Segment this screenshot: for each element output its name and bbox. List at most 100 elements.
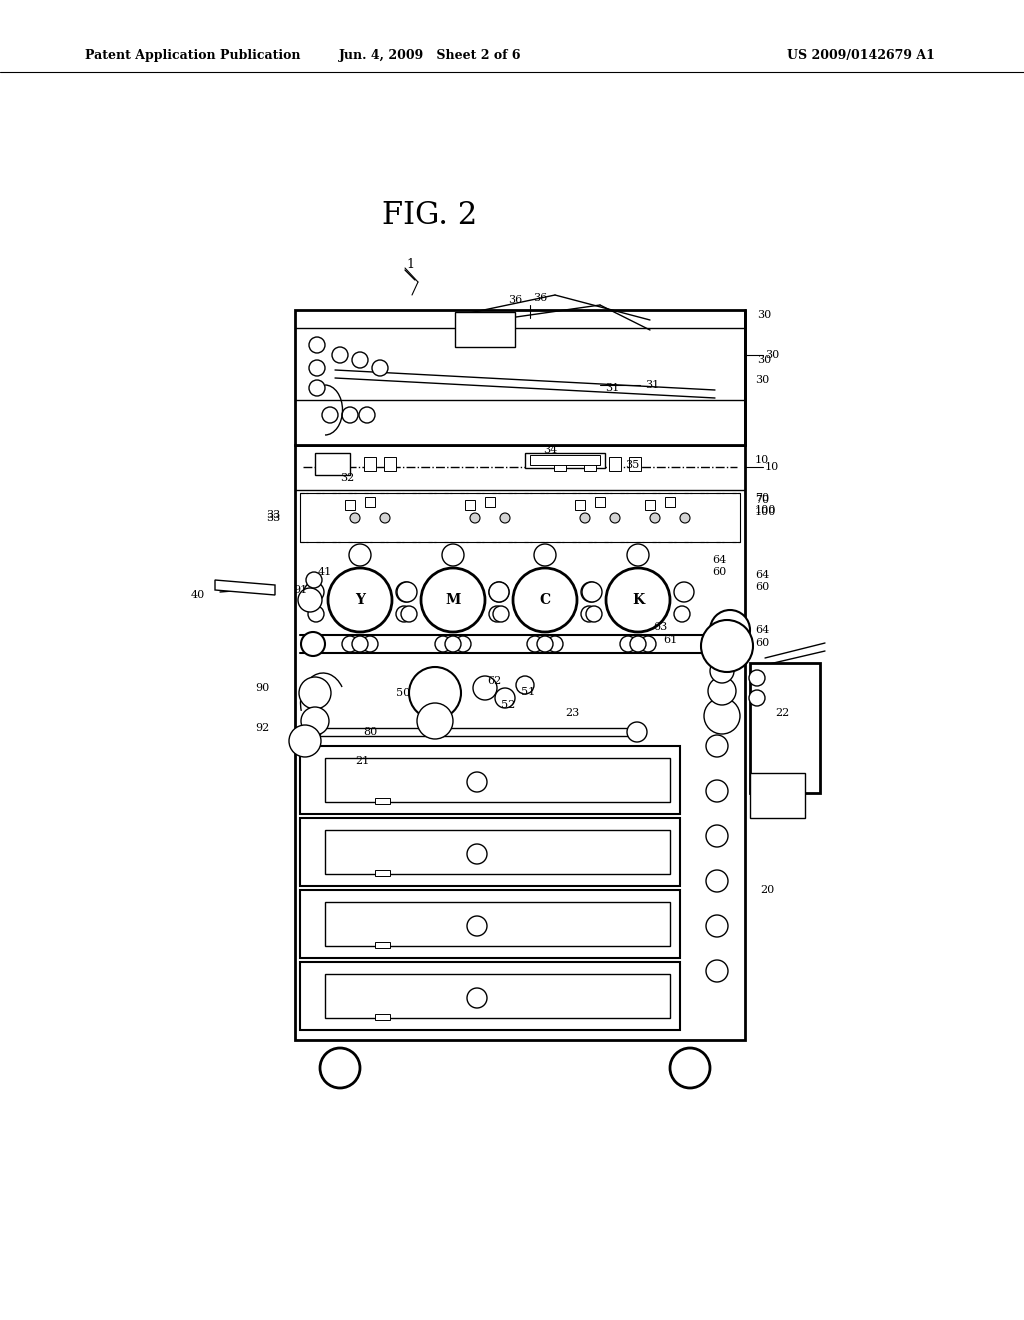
Circle shape	[322, 407, 338, 422]
Circle shape	[359, 407, 375, 422]
Text: 70: 70	[755, 495, 769, 506]
Text: 80: 80	[362, 727, 377, 737]
Circle shape	[701, 620, 753, 672]
Circle shape	[470, 513, 480, 523]
Circle shape	[349, 544, 371, 566]
Text: 1: 1	[406, 259, 414, 272]
Bar	[364, 457, 376, 471]
Text: Patent Application Publication: Patent Application Publication	[85, 49, 300, 62]
Circle shape	[627, 544, 649, 566]
Circle shape	[606, 568, 670, 632]
Bar	[345, 500, 355, 510]
Text: 91: 91	[294, 585, 308, 595]
Circle shape	[670, 1048, 710, 1088]
Bar	[525, 453, 605, 469]
Text: 50: 50	[395, 688, 410, 698]
Circle shape	[534, 544, 556, 566]
Bar	[325, 758, 670, 803]
Text: 30: 30	[757, 310, 771, 319]
Circle shape	[640, 636, 656, 652]
Circle shape	[710, 610, 750, 649]
Bar	[325, 974, 670, 1018]
Bar	[609, 457, 621, 471]
Text: 36: 36	[508, 294, 522, 305]
Text: 60: 60	[712, 568, 726, 577]
Circle shape	[442, 544, 464, 566]
Bar	[485, 498, 495, 507]
Text: Jun. 4, 2009   Sheet 2 of 6: Jun. 4, 2009 Sheet 2 of 6	[339, 49, 521, 62]
Circle shape	[309, 360, 325, 376]
Bar	[665, 498, 675, 507]
Bar	[300, 746, 680, 814]
Circle shape	[299, 677, 331, 709]
Circle shape	[298, 587, 322, 612]
Circle shape	[362, 636, 378, 652]
Circle shape	[706, 735, 728, 756]
Circle shape	[537, 636, 553, 652]
Circle shape	[513, 568, 577, 632]
Circle shape	[749, 671, 765, 686]
Circle shape	[706, 960, 728, 982]
Circle shape	[489, 606, 505, 622]
Text: 60: 60	[755, 638, 769, 648]
Text: 10: 10	[765, 462, 779, 473]
Circle shape	[328, 568, 392, 632]
Text: 70: 70	[755, 492, 769, 503]
Bar	[750, 663, 820, 793]
Circle shape	[455, 636, 471, 652]
Circle shape	[304, 582, 324, 602]
Text: 92: 92	[256, 723, 270, 733]
Circle shape	[301, 708, 329, 735]
Bar	[295, 445, 745, 1040]
Text: 35: 35	[625, 459, 639, 470]
Circle shape	[352, 352, 368, 368]
Bar	[300, 492, 740, 543]
Text: US 2009/0142679 A1: US 2009/0142679 A1	[787, 49, 935, 62]
Circle shape	[372, 360, 388, 376]
Bar	[750, 774, 805, 818]
Circle shape	[352, 636, 368, 652]
Text: 51: 51	[521, 686, 536, 697]
Text: 30: 30	[765, 350, 779, 360]
Text: 31: 31	[645, 380, 659, 389]
Circle shape	[401, 606, 417, 622]
Circle shape	[627, 722, 647, 742]
Circle shape	[674, 606, 690, 622]
Circle shape	[397, 582, 417, 602]
Bar	[315, 453, 350, 475]
Circle shape	[547, 636, 563, 652]
Circle shape	[709, 626, 745, 663]
Circle shape	[489, 582, 509, 602]
Circle shape	[710, 659, 734, 682]
Circle shape	[289, 725, 321, 756]
Circle shape	[749, 690, 765, 706]
Bar	[300, 890, 680, 958]
Circle shape	[445, 636, 461, 652]
Circle shape	[706, 870, 728, 892]
Bar	[300, 818, 680, 886]
Text: 21: 21	[355, 756, 370, 766]
Text: 62: 62	[487, 676, 502, 686]
Text: 63: 63	[653, 622, 668, 632]
Circle shape	[342, 407, 358, 422]
Polygon shape	[215, 579, 275, 595]
Bar	[384, 457, 396, 471]
Text: 100: 100	[755, 506, 776, 515]
Circle shape	[581, 582, 601, 602]
Circle shape	[650, 513, 660, 523]
Circle shape	[500, 513, 510, 523]
Text: 61: 61	[663, 635, 677, 645]
Circle shape	[467, 843, 487, 865]
Bar	[375, 870, 390, 876]
Text: 52: 52	[501, 700, 515, 710]
Circle shape	[319, 1048, 360, 1088]
Text: 34: 34	[543, 445, 557, 455]
Circle shape	[332, 347, 348, 363]
Bar	[554, 457, 566, 471]
Circle shape	[706, 825, 728, 847]
Text: 64: 64	[755, 570, 769, 579]
Bar	[465, 500, 475, 510]
Circle shape	[610, 513, 620, 523]
Circle shape	[581, 606, 597, 622]
Circle shape	[309, 380, 325, 396]
